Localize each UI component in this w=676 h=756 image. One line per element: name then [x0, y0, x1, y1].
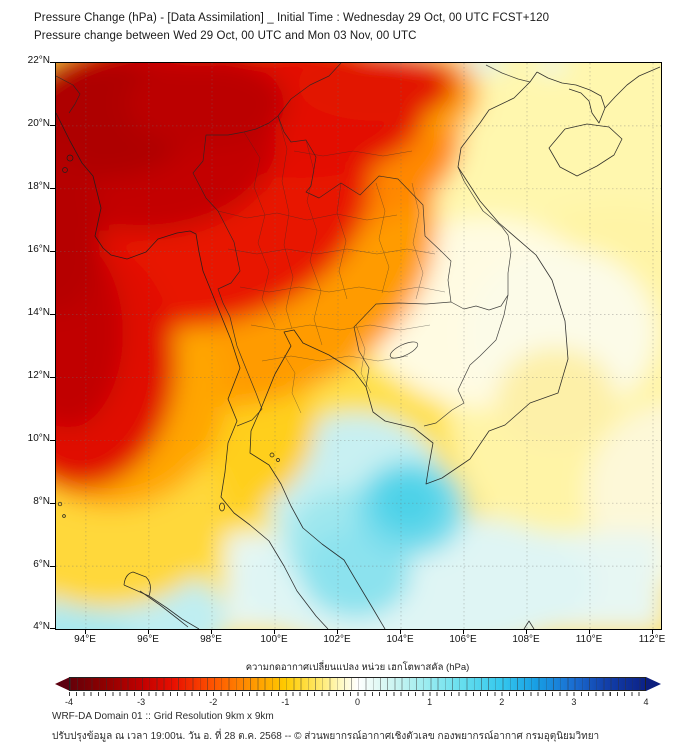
x-tick — [337, 629, 338, 634]
islands — [57, 154, 280, 518]
y-tick — [50, 566, 55, 567]
y-axis-label: 6°N — [33, 559, 50, 570]
colorbar-gradient — [69, 677, 646, 691]
x-tick — [85, 629, 86, 634]
x-tick — [652, 629, 653, 634]
x-axis-label: 102°E — [323, 634, 351, 645]
colorbar-label: ความกดอากาศเปลี่ยนแปลง หน่วย เฮกโตพาสคัล… — [245, 662, 470, 673]
y-tick — [50, 628, 55, 629]
page-subtitle: Pressure change between Wed 29 Oct, 00 U… — [34, 30, 417, 42]
colorbar-tick-label: -1 — [281, 697, 290, 707]
x-axis-label: 96°E — [137, 634, 159, 645]
colorbar — [55, 677, 661, 691]
y-tick — [50, 440, 55, 441]
x-tick — [211, 629, 212, 634]
map-plot-area — [55, 62, 662, 630]
y-tick — [50, 377, 55, 378]
y-tick — [50, 314, 55, 315]
country-borders — [56, 63, 531, 427]
colorbar-tick-label: 3 — [571, 697, 577, 707]
y-tick — [50, 503, 55, 504]
x-axis-label: 98°E — [200, 634, 222, 645]
field-shading — [56, 63, 661, 629]
y-axis-label: 12°N — [27, 370, 50, 381]
province-borders — [217, 115, 446, 414]
graticule — [56, 63, 661, 629]
y-tick — [50, 251, 55, 252]
page-title: Pressure Change (hPa) - [Data Assimilati… — [34, 12, 550, 24]
x-tick — [148, 629, 149, 634]
colorbar-minor-ticks — [69, 692, 646, 696]
y-axis-label: 8°N — [33, 496, 50, 507]
x-tick — [526, 629, 527, 634]
x-tick — [274, 629, 275, 634]
footer-update-info: ปรับปรุงข้อมูล ณ เวลา 19:00น. วัน อ. ที่… — [52, 731, 600, 742]
y-axis-label: 20°N — [27, 118, 50, 129]
colorbar-tick-label: 1 — [427, 697, 433, 707]
x-axis-label: 108°E — [512, 634, 540, 645]
x-axis-label: 94°E — [74, 634, 96, 645]
colorbar-tick-label: -3 — [137, 697, 146, 707]
colorbar-tick-label: 4 — [643, 697, 649, 707]
colorbar-right-arrow — [646, 677, 661, 691]
x-tick — [400, 629, 401, 634]
x-axis-label: 100°E — [260, 634, 288, 645]
footer-domain-info: WRF-DA Domain 01 :: Grid Resolution 9km … — [52, 711, 274, 722]
colorbar-tick-label: -4 — [64, 697, 74, 707]
y-tick — [50, 188, 55, 189]
colorbar-tick-label: 0 — [354, 697, 361, 707]
y-axis-label: 16°N — [27, 244, 50, 255]
colorbar-tick-label: -2 — [209, 697, 218, 707]
x-axis-label: 106°E — [449, 634, 477, 645]
pressure-change-map — [56, 63, 661, 629]
y-axis-label: 22°N — [27, 55, 50, 66]
x-tick — [463, 629, 464, 634]
x-axis-label: 104°E — [386, 634, 414, 645]
x-axis-label: 110°E — [575, 634, 603, 645]
x-axis-label: 112°E — [638, 634, 666, 645]
y-axis-label: 4°N — [33, 621, 50, 632]
y-axis-label: 18°N — [27, 181, 50, 192]
y-axis-label: 14°N — [27, 307, 50, 318]
colorbar-left-arrow — [55, 677, 70, 691]
y-tick — [50, 125, 55, 126]
y-axis-label: 10°N — [27, 433, 50, 444]
coastlines — [56, 66, 661, 629]
colorbar-tick-label: 2 — [499, 697, 505, 707]
x-tick — [589, 629, 590, 634]
y-tick — [50, 62, 55, 63]
